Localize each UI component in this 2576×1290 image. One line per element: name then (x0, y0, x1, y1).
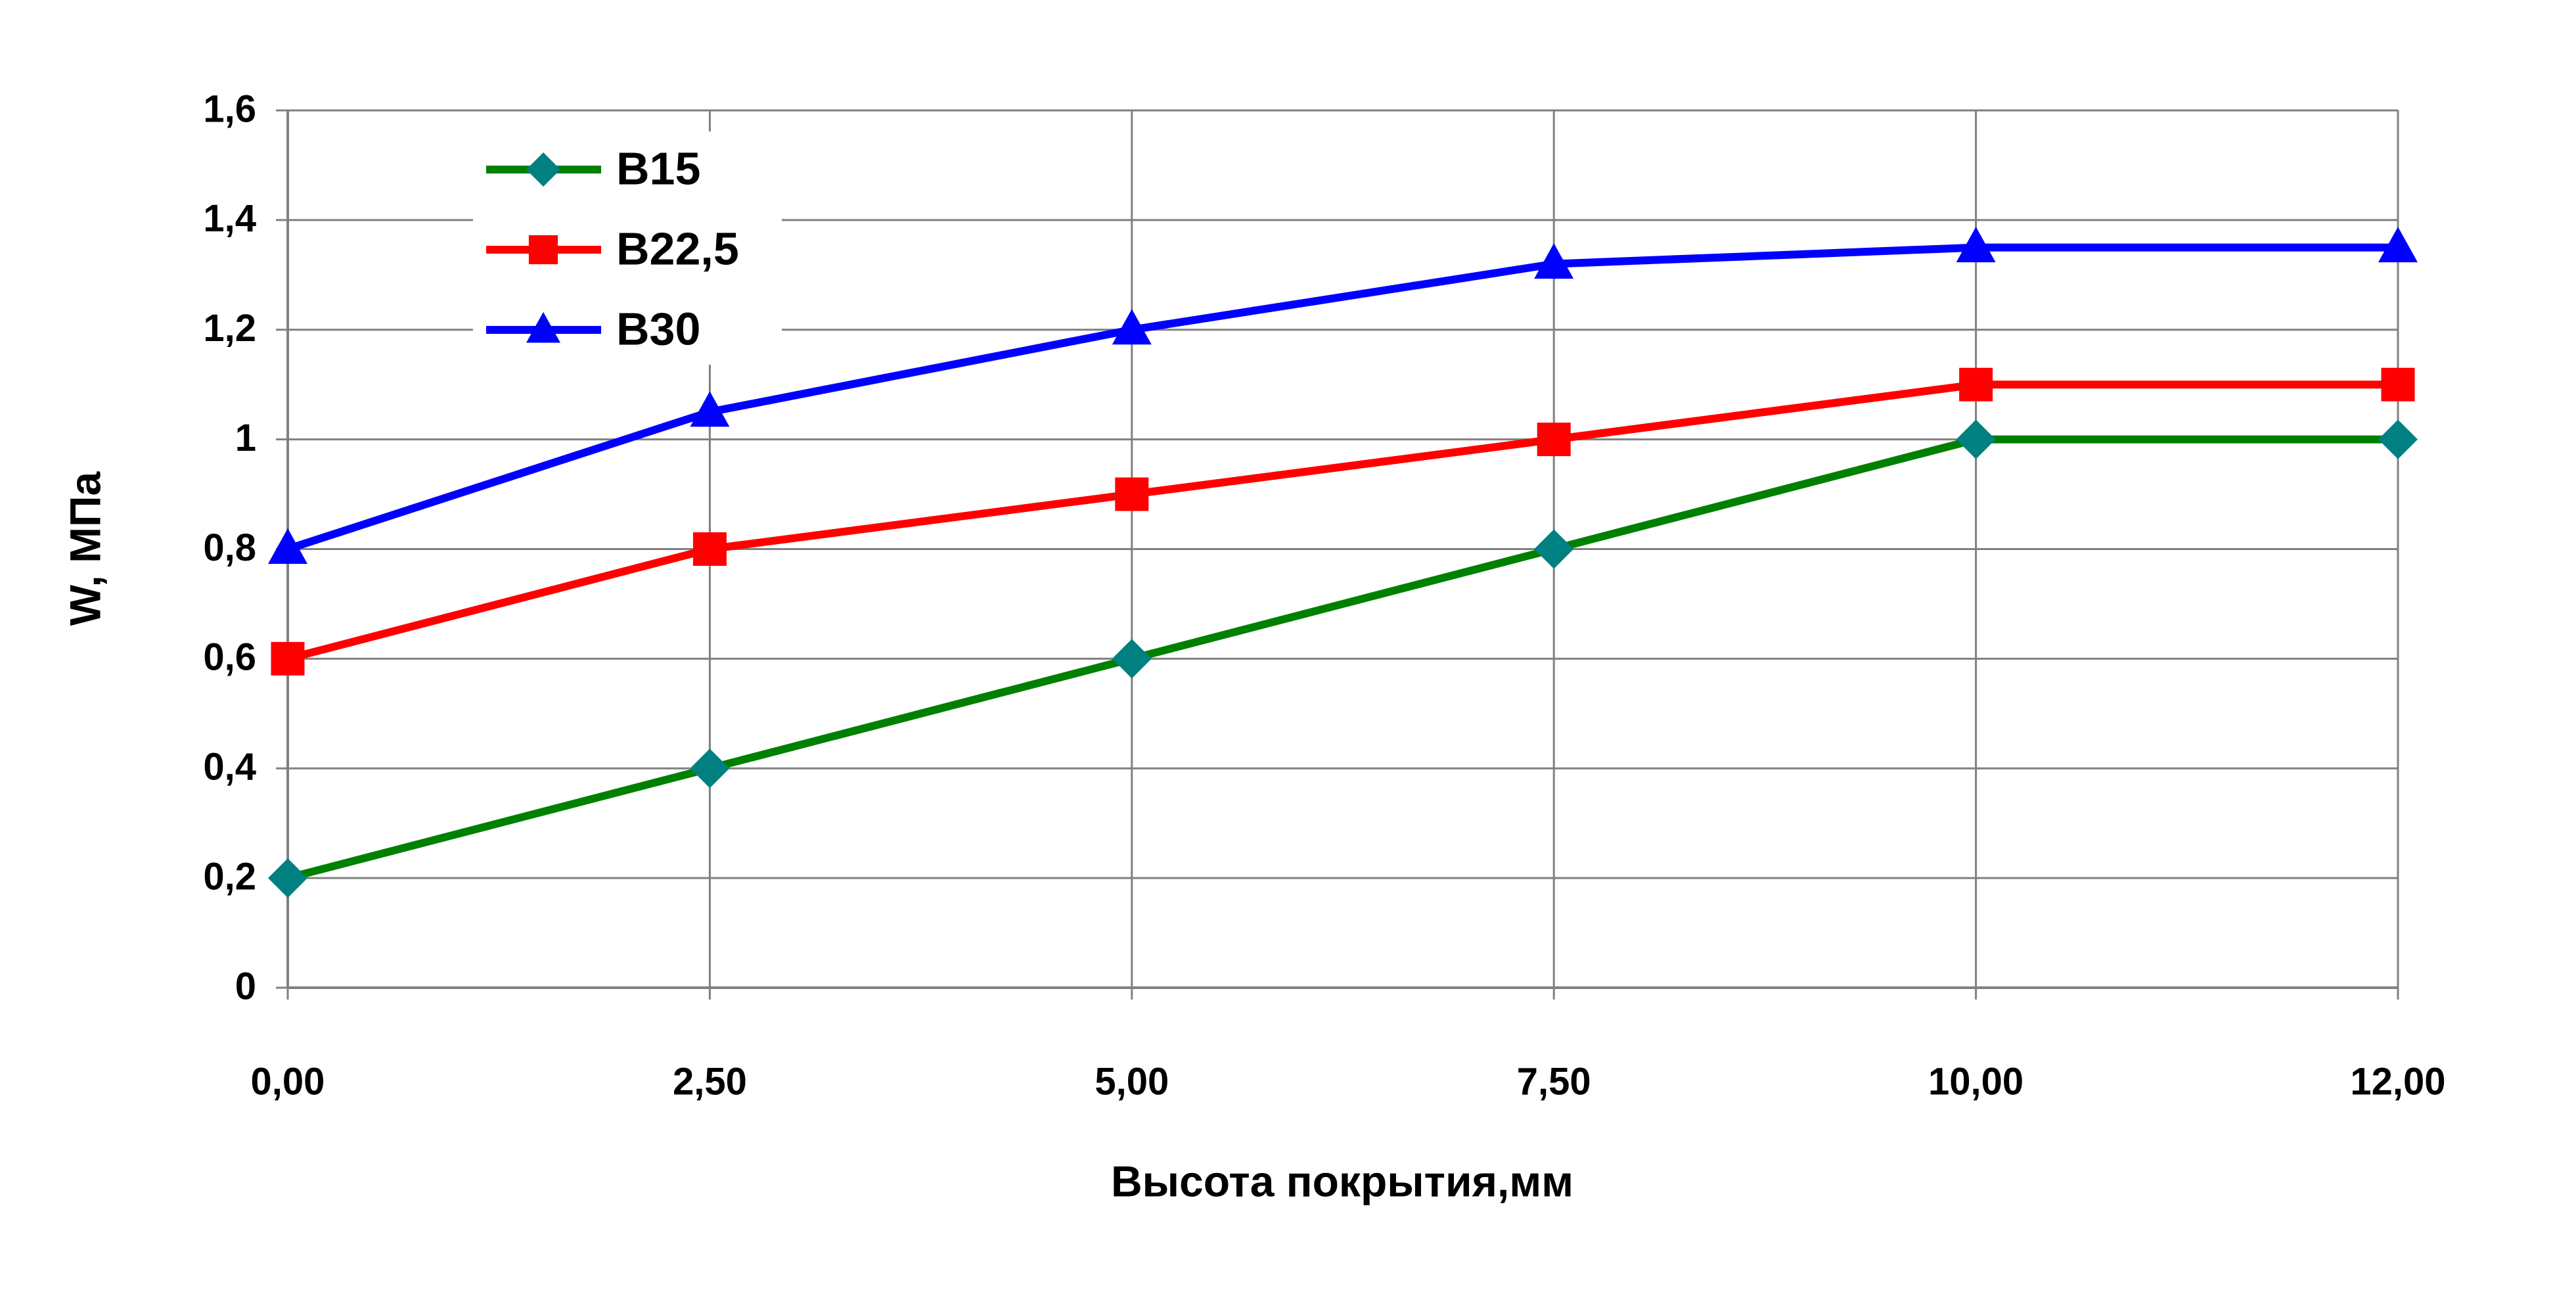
x-tick-label: 5,00 (1095, 1060, 1169, 1103)
marker (692, 532, 727, 566)
x-tick-label: 0,00 (251, 1060, 325, 1103)
y-tick-label: 1 (235, 417, 256, 459)
series-line (286, 380, 2398, 663)
y-tick-label: 1,4 (203, 197, 256, 240)
y-tick-label: 0 (235, 965, 256, 1007)
series-line (286, 435, 2398, 882)
marker (690, 749, 730, 789)
series-line (286, 243, 2398, 553)
y-tick-label: 1,6 (203, 87, 256, 130)
marker (2378, 227, 2418, 263)
marker (1534, 243, 1574, 279)
marker (1959, 367, 1993, 402)
marker (1534, 529, 1574, 569)
y-tick-label: 0,8 (203, 526, 256, 569)
x-tick-label: 2,50 (673, 1060, 747, 1103)
legend-marker (526, 152, 560, 187)
x-tick-label: 7,50 (1517, 1060, 1591, 1103)
marker (1956, 419, 1996, 459)
legend-marker (528, 235, 558, 265)
marker (690, 391, 730, 427)
x-tick-label: 10,00 (1928, 1060, 2023, 1103)
marker (1956, 227, 1996, 263)
marker (268, 858, 307, 898)
marker (1112, 309, 1152, 345)
marker (1112, 639, 1152, 679)
y-tick-label: 0,2 (203, 855, 256, 898)
marker (1115, 477, 1149, 511)
y-axis-title: W, МПа (60, 471, 109, 626)
x-tick-label: 12,00 (2350, 1060, 2445, 1103)
legend-label: B30 (616, 303, 700, 354)
legend-marker (526, 311, 560, 343)
legend-label: B15 (616, 143, 700, 194)
y-tick-label: 0,6 (203, 636, 256, 679)
marker (2378, 419, 2418, 459)
x-axis-title: Высота покрытия,мм (1111, 1157, 1573, 1205)
y-tick-label: 1,2 (203, 307, 256, 350)
marker (2381, 367, 2415, 402)
marker (271, 641, 305, 676)
y-tick-label: 0,4 (203, 746, 256, 789)
legend-label: B22,5 (616, 223, 739, 274)
marker (1537, 423, 1571, 457)
marker (268, 528, 307, 564)
